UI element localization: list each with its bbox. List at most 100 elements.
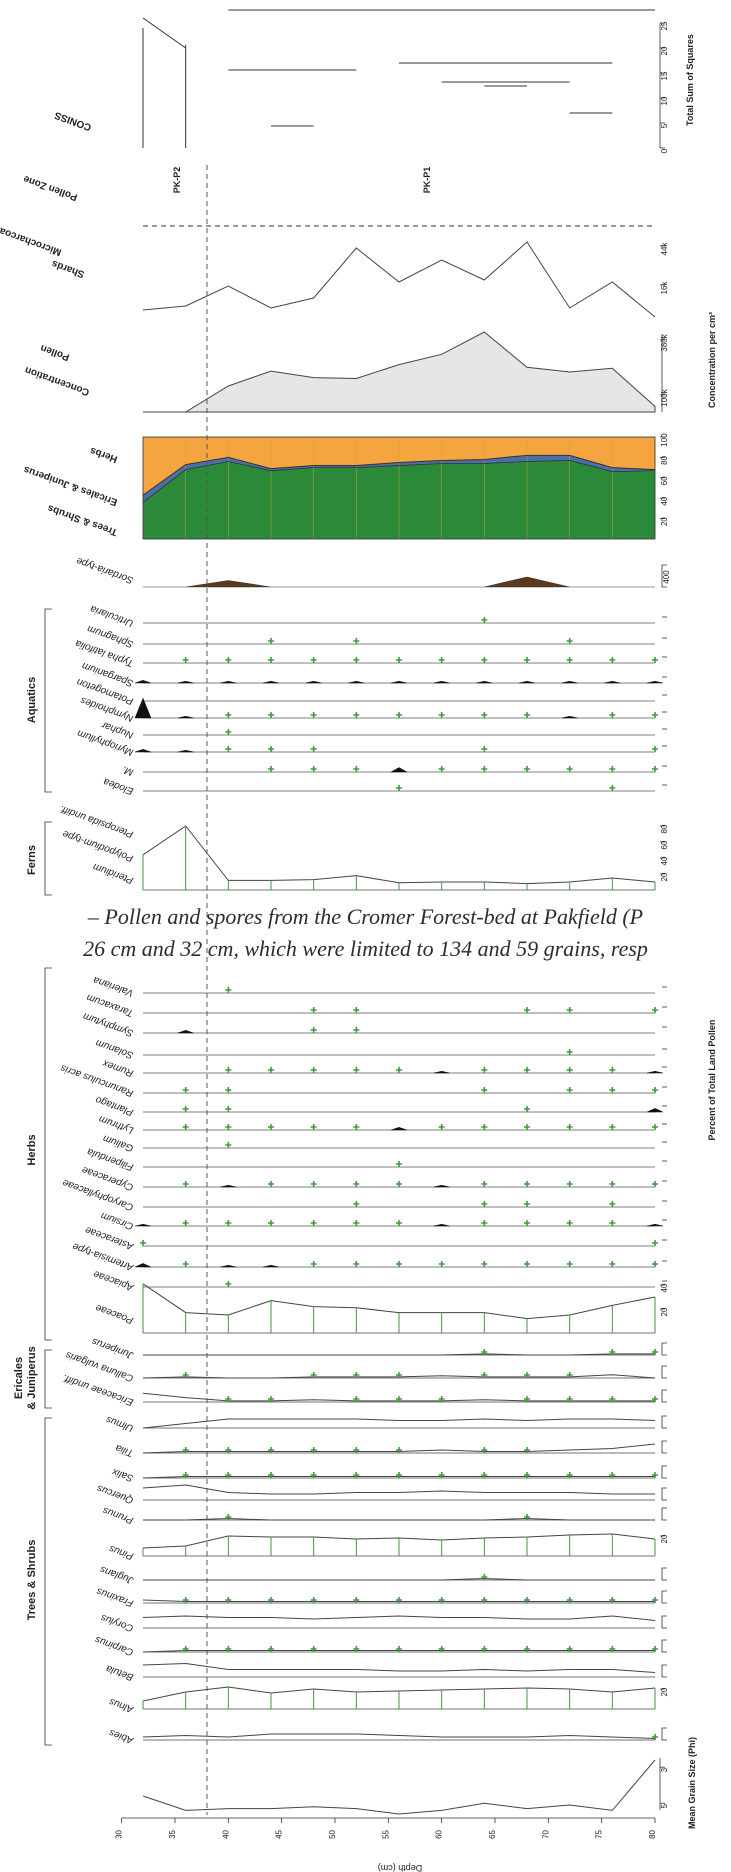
- herb-lythrum-marker-8: [481, 1124, 488, 1130]
- herb-cirsium-marker-3: [268, 1220, 274, 1226]
- group-label-herbs: Herbs: [26, 1134, 38, 1165]
- herb-rumex-marker-9: [524, 1067, 530, 1073]
- aquatic-sparganium-spike-8: [476, 680, 493, 684]
- caption-line-1: – Pollen and spores from the Cromer Fore…: [87, 904, 644, 929]
- aquatic-typha-latifolia-marker-1: [182, 657, 189, 663]
- aquatic-typha-latifolia-marker-10: [566, 657, 573, 663]
- aquatic-typha-latifolia-marker-11: [609, 657, 616, 663]
- tree-salix-marker-8: [481, 1472, 488, 1478]
- pollen-zone-label: Pollen Zone: [22, 173, 79, 203]
- herb-cirsium-marker-11: [609, 1220, 616, 1226]
- tree-fraxinus-marker-4: [310, 1597, 317, 1603]
- ericales-ericaceae-undiff-scale-bracket: [661, 1389, 667, 1403]
- aquatic-myriophyllum-spike-0: [134, 749, 152, 753]
- herb-cirsium-marker-5: [353, 1220, 360, 1226]
- poaceae-tick-label-1: 40: [660, 1283, 669, 1292]
- tree-ulmus-scale-bracket: [661, 1415, 667, 1429]
- tree-tilia-scale-bracket: [661, 1440, 667, 1454]
- tree-betula-curve: [142, 1662, 656, 1673]
- taxon-label-solanum: Solanum: [94, 1037, 135, 1061]
- depth-tick-label-6: 60: [435, 1829, 444, 1838]
- tree-fraxinus-marker-7: [438, 1597, 445, 1603]
- depth-tick-label-5: 55: [381, 1829, 390, 1838]
- ericales-ericaceae-undiff-marker-9: [524, 1396, 530, 1402]
- ferns-tick-label-2: 60: [660, 840, 669, 849]
- herb-lythrum-marker-5: [353, 1124, 360, 1130]
- herb-cyperaceae-spike-2: [220, 1184, 237, 1188]
- ericales-ericaceae-undiff-marker-12: [652, 1396, 658, 1402]
- aquatic-urticularia-marker-8: [481, 617, 488, 623]
- tree-tilia-marker-8: [481, 1447, 488, 1453]
- conniss-label: CONISS: [53, 109, 93, 133]
- herb-artemisia-type-spike-2: [220, 1264, 237, 1268]
- pollen-conc-tick-label-0: 100k: [660, 388, 669, 406]
- summary-boundary-ericales: [142, 454, 656, 496]
- ericales-juniperus-scale-bracket: [661, 1342, 667, 1356]
- tree-fraxinus-marker-9: [524, 1597, 530, 1603]
- tree-fraxinus-marker-6: [396, 1597, 402, 1603]
- tree-carpinus-marker-2: [225, 1646, 232, 1652]
- taxon-label-betula: Betula: [104, 1662, 135, 1682]
- summary-tick-label-2: 60: [660, 476, 669, 485]
- herb-lythrum-marker-1: [182, 1124, 189, 1130]
- tree-alnus-tick-label: 20: [660, 1687, 669, 1696]
- tree-carpinus-marker-5: [353, 1646, 360, 1652]
- herb-artemisia-type-spike-0: [134, 1263, 152, 1268]
- taxon-label-juniperus: Juniperus: [91, 1335, 136, 1361]
- taxon-label-juglans: Juglans: [99, 1563, 136, 1585]
- aquatic-nymphoides-spike-0: [134, 697, 152, 719]
- herb-plantago-marker-9: [524, 1106, 530, 1112]
- tree-salix-scale-bracket: [661, 1465, 667, 1479]
- pollen-conc-tick-label-1: 380k: [660, 333, 669, 351]
- tree-carpinus-marker-9: [524, 1646, 530, 1652]
- depth-tick-label-10: 80: [648, 1829, 657, 1838]
- tree-carpinus-marker-10: [566, 1646, 573, 1652]
- taxon-label-pteridium: Pteridium: [92, 861, 135, 886]
- aquatic-nymphoides-marker-8: [481, 712, 488, 718]
- charcoal-curve: [142, 241, 656, 318]
- tree-salix-marker-5: [353, 1472, 360, 1478]
- aquatic-m-marker-8: [481, 766, 488, 772]
- ferns-tick-label-1: 40: [660, 856, 669, 865]
- ericales-calluna-vulgaris-marker-8: [481, 1372, 488, 1378]
- ericales-calluna-vulgaris-marker-5: [353, 1372, 360, 1378]
- herb-artemisia-type-marker-11: [609, 1261, 616, 1267]
- aquatic-myriophyllum-spike-1: [177, 749, 194, 753]
- herb-ranunculus-acris-marker-8: [481, 1087, 488, 1093]
- grain-tick-label-1: 5: [660, 1803, 669, 1808]
- aquatic-nymphoides-marker-7: [438, 712, 445, 718]
- ericales-calluna-vulgaris-marker-1: [182, 1372, 189, 1378]
- herb-apiaceae-marker-2: [225, 1281, 232, 1287]
- taxon-label-poaceae: Poaceae: [94, 1302, 135, 1326]
- tree-carpinus-marker-3: [268, 1646, 274, 1652]
- aquatic-sparganium-spike-4: [305, 680, 322, 684]
- taxon-label-corylus: Corylus: [99, 1612, 135, 1634]
- tree-carpinus-marker-4: [310, 1646, 317, 1652]
- tree-carpinus-scale-bracket: [661, 1639, 667, 1653]
- aquatics-group-bracket: [44, 608, 52, 793]
- herb-artemisia-type-marker-4: [310, 1261, 317, 1267]
- aquatic-nymphoides-spike-1: [177, 715, 194, 719]
- tree-salix-marker-3: [268, 1472, 274, 1478]
- tree-ulmus-curve: [142, 1418, 656, 1429]
- aquatic-typha-latifolia-marker-2: [225, 657, 232, 663]
- taxon-label-fraxinus: Fraxinus: [95, 1585, 135, 1608]
- aquatic-nymphoides-marker-5: [353, 712, 360, 718]
- herb-artemisia-type-marker-7: [438, 1261, 445, 1267]
- herb-lythrum-marker-3: [268, 1124, 274, 1130]
- taxon-label-tilia: Tilia: [114, 1442, 135, 1459]
- ferns-tick-label-3: 80: [660, 824, 669, 833]
- ferns-group-bracket: [44, 821, 52, 896]
- ericales-ericaceae-undiff-marker-7: [438, 1396, 445, 1402]
- herb-symphytum-marker-4: [310, 1027, 317, 1033]
- herb-solanum-marker-10: [566, 1049, 573, 1055]
- tree-prunus-scale-bracket: [661, 1507, 667, 1521]
- herb-lythrum-marker-9: [524, 1124, 530, 1130]
- tree-salix-marker-11: [609, 1472, 616, 1478]
- herb-cirsium-marker-4: [310, 1220, 317, 1226]
- taxon-label-carpinus: Carpinus: [94, 1633, 135, 1657]
- tree-carpinus-marker-11: [609, 1646, 616, 1652]
- conc-axis-title: Concentration per cm³: [707, 312, 717, 408]
- tree-salix-marker-9: [524, 1472, 530, 1478]
